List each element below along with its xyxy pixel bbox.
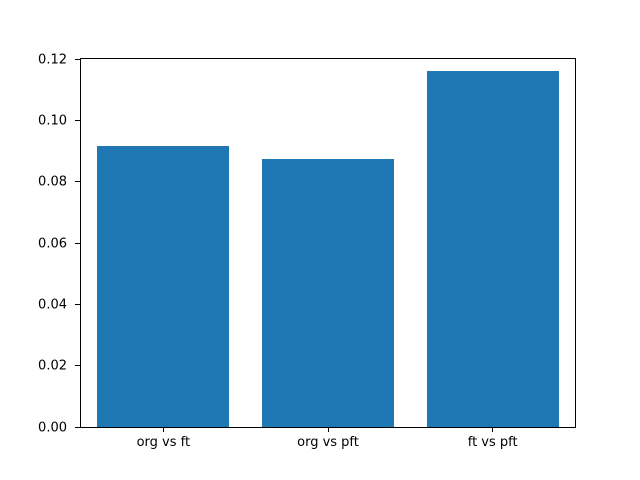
x-axis-tick-label: ft vs pft [467,435,518,450]
bar [426,71,559,427]
y-tick-mark [75,181,80,182]
bar [262,158,394,427]
y-tick-mark [75,304,80,305]
y-axis-tick-label: 0.00 [38,420,67,435]
bar [97,146,230,427]
x-tick-mark [328,427,329,432]
y-tick-mark [75,427,80,428]
y-axis-tick-label: 0.08 [38,174,67,190]
x-axis-tick-label: org vs ft [136,435,191,450]
y-axis-tick-label: 0.06 [38,236,67,251]
y-tick-mark [75,243,80,244]
y-axis-tick-label: 0.10 [38,113,67,129]
x-tick-mark [163,427,164,432]
y-axis-tick-label: 0.12 [38,52,67,67]
x-tick-mark [492,427,493,432]
y-axis-tick-label: 0.04 [38,297,67,313]
x-axis-tick-label: org vs pft [297,435,359,450]
plot-area: 0.00 0.02 0.04 0.06 0.08 0.10 0.12 org vs ft or… [38,53,576,449]
y-axis-tick-label: 0.02 [38,358,67,374]
y-tick-mark [75,120,80,121]
y-tick-mark [75,59,80,60]
y-tick-mark [75,365,80,366]
